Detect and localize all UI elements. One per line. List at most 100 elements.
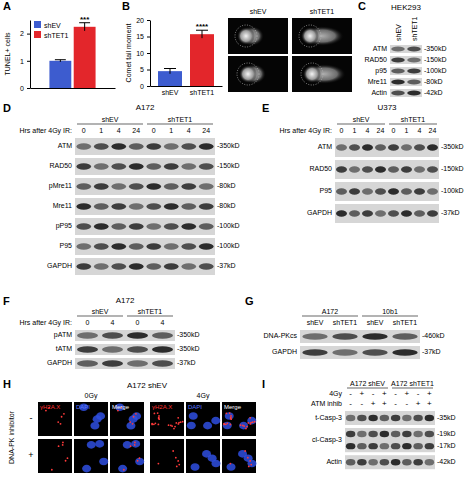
- panel-label: H: [3, 378, 11, 390]
- focus: [229, 424, 231, 426]
- band: [94, 163, 109, 169]
- band: [146, 243, 161, 249]
- protein-label: Actin: [326, 458, 342, 465]
- band: [362, 210, 373, 216]
- band: [76, 143, 91, 149]
- band: [146, 263, 161, 269]
- band: [127, 346, 148, 352]
- focus: [177, 460, 179, 462]
- band: [164, 223, 179, 229]
- panel-label: C: [358, 0, 366, 12]
- lane-label: 24: [202, 127, 210, 134]
- western-blot: EU373shEVshTET10142401424Hrs after 4Gy I…: [262, 102, 464, 223]
- band: [391, 443, 400, 449]
- focus: [158, 415, 160, 417]
- band: [427, 210, 438, 216]
- focus: [225, 413, 227, 415]
- band: [111, 223, 126, 229]
- protein-label: pMre11: [49, 182, 72, 190]
- group-line: [77, 316, 123, 317]
- nucleus: [211, 417, 220, 425]
- band: [77, 346, 98, 352]
- focus: [174, 426, 176, 428]
- error-cap: [164, 68, 176, 69]
- size-label: -350kD: [177, 331, 200, 338]
- micrograph: [150, 402, 184, 436]
- band: [76, 223, 91, 229]
- focus: [157, 424, 159, 426]
- protein-label: t-Casp-3: [315, 414, 342, 422]
- band: [199, 143, 214, 149]
- y-axis: 05101520: [136, 17, 150, 90]
- error-bar: [164, 69, 176, 74]
- group-label: shEV: [353, 116, 370, 123]
- blot-strip: [390, 89, 422, 97]
- focus: [229, 463, 231, 465]
- lane-label: 0: [392, 127, 396, 134]
- tick: 15: [136, 33, 150, 40]
- band: [181, 243, 196, 249]
- band: [407, 79, 420, 84]
- band: [357, 415, 366, 421]
- band: [425, 431, 434, 437]
- micrograph: [74, 439, 108, 473]
- band: [94, 243, 109, 249]
- tick-mark: [147, 20, 150, 21]
- band: [336, 188, 347, 194]
- tick: shTET1: [190, 86, 215, 96]
- condition-mark: -: [349, 389, 352, 398]
- band: [94, 223, 109, 229]
- error-bar: [55, 60, 66, 62]
- nucleus: [132, 412, 141, 420]
- microscopy: HA172 shEV0Gy4GyDNA-PK inhibitor-γH2A.XD…: [3, 378, 256, 473]
- band: [164, 183, 179, 189]
- band: [164, 263, 179, 269]
- bar: [74, 27, 96, 88]
- band: [392, 333, 417, 339]
- band: [375, 166, 386, 172]
- size-label: -37kD: [441, 209, 460, 216]
- band: [414, 188, 425, 194]
- focus: [175, 422, 177, 424]
- focus: [153, 413, 155, 415]
- band: [368, 459, 377, 465]
- band: [181, 183, 196, 189]
- panel-label: I: [262, 378, 265, 390]
- blot-strip: [390, 56, 422, 64]
- band: [181, 263, 196, 269]
- band: [146, 183, 161, 189]
- focus: [254, 421, 256, 423]
- nucleus: [238, 450, 247, 458]
- focus: [129, 421, 131, 423]
- lane-label: shEV: [367, 319, 384, 326]
- size-label: -150kD: [441, 165, 464, 172]
- nucleus: [203, 422, 212, 430]
- band: [77, 332, 98, 338]
- focus: [249, 417, 251, 419]
- band: [76, 203, 91, 209]
- group-label: A172 shEV: [350, 380, 385, 387]
- condition-mark: -: [394, 389, 397, 398]
- protein-label: GAPDH: [47, 359, 72, 366]
- band: [199, 223, 214, 229]
- focus: [249, 460, 251, 462]
- lane-label: 24: [132, 127, 140, 134]
- band: [111, 143, 126, 149]
- band: [129, 243, 144, 249]
- band: [349, 144, 360, 150]
- size-label: -150kD: [424, 56, 447, 63]
- tick-label: shEV: [162, 89, 179, 96]
- band: [414, 166, 425, 172]
- blot-strip: [75, 218, 215, 235]
- blot-strip: [390, 45, 422, 53]
- micrograph: [186, 402, 220, 436]
- focus: [225, 423, 227, 425]
- error-cap: [55, 59, 66, 60]
- panel-title: A172 shEV: [127, 381, 168, 390]
- axis-line: [31, 88, 116, 89]
- tick-mark: [147, 53, 150, 54]
- blot-strip: [75, 344, 175, 355]
- band: [146, 143, 161, 149]
- band: [388, 144, 399, 150]
- column-label: shTET1: [310, 8, 335, 15]
